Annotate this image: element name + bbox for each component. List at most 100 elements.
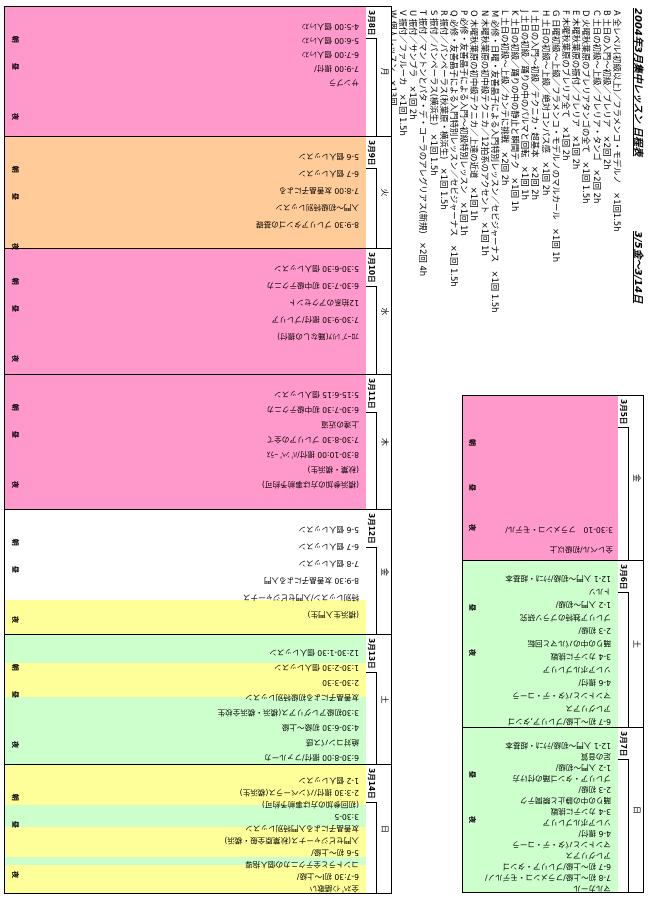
date-label: 3月6日: [617, 561, 629, 594]
legend-list: A 全レベル(初級以上)／フラメンコ・モデルノ ×1回1.5h B 土日の入門～初…: [388, 6, 622, 386]
lesson-line: 5-6:00 個人ﾚｯｽﾝ: [301, 36, 359, 45]
lesson-line: アレグリアス: [565, 704, 611, 713]
lesson-line: サンブラ: [328, 78, 359, 87]
lesson-line: 8:30-10:00 振付/ﾊﾟﾝﾍﾟｰﾗｽ: [266, 450, 359, 459]
time-mark: 昼: [11, 691, 19, 698]
date-label: 3月13日: [365, 635, 377, 673]
lesson-line: アレグリアス: [565, 851, 611, 860]
legend-item: U 振付／サンブラ ×1回 2h: [408, 10, 419, 120]
lesson-line: 6:30-8:00 振付/ファルーカ: [264, 753, 359, 762]
lesson-line: 特別レッスン/入門セビジャーナス: [242, 593, 359, 602]
schedule-block: [463, 396, 618, 560]
lesson-line: ﾌﾛｰﾌﾞﾚﾘｱ(踊なしの振付): [277, 332, 359, 341]
week2-thursday: 木 3月11日 5:15-6:15 個人レッスン 6:30-7:30 初中級テクニ…: [5, 375, 391, 510]
lesson-line: 8-9:30 友善晶子による入門: [263, 576, 359, 585]
lesson-line: 6-7 個人レッスン: [298, 169, 359, 178]
week1-table: 金 3月5日 朝 昼 夜 3:30-10 フラメンコ・モデル/ 全レベル/初級以…: [462, 395, 644, 893]
lesson-line: 2:30-3:30: [322, 678, 359, 687]
time-mark: 朝: [11, 403, 19, 411]
time-mark: 夜: [11, 871, 19, 878]
time-mark: 昼: [468, 771, 476, 778]
day-header: 水: [376, 249, 391, 374]
document-title: 2004年3月集中レッスン 日程表: [632, 8, 643, 157]
lesson-line: ブレリア・タンゴ踊の付け方: [512, 774, 611, 783]
date-label: 3月8日: [365, 7, 377, 40]
lesson-line: 5:15-6:15 個人レッスン: [274, 390, 359, 399]
time-mark: 昼: [11, 305, 19, 312]
time-mark: 昼: [11, 566, 19, 573]
legend-item: E 木曜秋葉原の振付／ブレリア ×1回 2h: [571, 10, 582, 170]
lesson-line: 入門～初級特別レッスン: [275, 203, 359, 212]
day-header: 火: [376, 137, 391, 248]
legend-item: K 土日の初級／踊りの中の静止と瞬間テク ×1回 1h: [510, 10, 521, 212]
week1-saturday: 土 3月6日 昼 夜 12-1 入門～初級/ﾃｸﾆｶ・超基本 トルソ 1-2 入門～…: [463, 561, 643, 728]
date-label: 3月12日: [365, 510, 377, 548]
lesson-line: 絶対コンパス感: [305, 738, 359, 747]
date-label: 3月11日: [365, 375, 377, 413]
week2-wednesday: 水 3月10日 5:30-6:30 個人レッスン 6:30-7:30 初中級テクニ…: [5, 249, 391, 375]
legend-item: L 土日の初級～上級／カンテに挑戦 ×2回 2h: [499, 10, 510, 186]
date-label: 3月10日: [365, 249, 377, 287]
time-mark: 夜: [468, 649, 476, 656]
legend-item: Q 必修・友善晶子による入門特別レッスン／セビジャーナス ×1回 1.5h: [449, 10, 459, 287]
lesson-line: 3:30初級アレグリアス(横浜・横浜全校生: [217, 708, 359, 717]
legend-item: M 必修・日曜・友善晶子による入門特別レッスン／セビジャーナス ×1回 1.5h: [489, 10, 500, 313]
day-header: 木: [376, 375, 391, 509]
date-label: 3月9日: [365, 137, 377, 170]
lesson-line: 3-4 カンテに挑戦: [550, 652, 611, 661]
legend-item: R 振付／パンペーラス(秋葉原・横浜生) ×1回 1.5h: [438, 10, 449, 210]
time-mark: 昼: [11, 431, 19, 438]
lesson-line: 1:30-2:30 個人レッスン: [274, 663, 359, 672]
lesson-line: 全レベル/初級以上: [549, 545, 613, 554]
day-header: 月: [376, 7, 391, 136]
week1-sunday: 日 3月7日 昼 夜 12-1 入門～初級/ﾃｸﾆｶ・超基本 足の音質 1-2 入門…: [463, 728, 643, 893]
time-mark: 夜: [11, 243, 19, 250]
lesson-line: 6-7 初～上級/ブレリア・タンゴ: [502, 862, 612, 871]
date-label: 3月14日: [365, 765, 377, 803]
lesson-line: 7:30-8:30 ブレリアの全て: [266, 435, 359, 444]
lesson-line: 7-9:00 振付/: [314, 64, 359, 73]
lesson-line: 入門セビジャーナス(秋葉原全般・横浜): [224, 836, 359, 845]
lesson-line: 足の音質: [580, 752, 611, 761]
legend-item: F 木曜秋葉原のブレリア全て ×1回 2h: [561, 10, 572, 161]
lesson-line: 7:30-9:30 振付/ブレリア: [271, 315, 359, 324]
legend-item: T 振付／マントンとパタ・デ・コーラのアレグリアス(新規) ×2回 4h: [418, 10, 429, 277]
lesson-line: マントンとパタ・デ・コーラ: [512, 840, 611, 849]
lesson-line: 友善晶子による初級特別レッスン: [245, 693, 359, 702]
lesson-line: 5-6 個人レッスン: [298, 152, 359, 161]
lesson-line: (初回参加の方は事前予約可): [261, 800, 359, 809]
legend-item: A 全レベル(初級以上)／フラメンコ・モデルノ ×1回1.5h: [612, 10, 622, 232]
lesson-line: 5:30-6:30 個人レッスン: [274, 264, 359, 273]
week1-friday: 金 3月5日 朝 昼 夜 3:30-10 フラメンコ・モデル/ 全レベル/初級以…: [463, 396, 643, 561]
time-mark: 朝: [468, 439, 476, 446]
legend-item: J 土日の初級／踊りの中のパルマと回転 ×1回 1h: [520, 10, 531, 200]
lesson-line: 7-8:00 友善晶子による: [279, 186, 359, 195]
lesson-line: 1-2 個人レッスン: [298, 776, 359, 785]
lesson-line: 友善晶子による入門特別レッスン: [245, 824, 359, 833]
lesson-line: (秋葉・横浜生): [307, 465, 360, 474]
lesson-line: 4-6 振付/: [578, 678, 611, 687]
week2-friday: 金 3月12日 5-6 個人レッスン 6-7 個人レッスン 7-8 個人レッスン 8-…: [5, 510, 391, 635]
time-mark: 夜: [11, 741, 19, 748]
date-label: 3月5日: [617, 396, 629, 429]
lesson-line: マントンとパタ・デ・コーラ: [512, 691, 611, 700]
lesson-line: 12-1 入門～初級/ﾃｸﾆｶ・超基本: [505, 574, 611, 583]
lesson-line: 6-7 初～上級/ブレリア,タンゴ: [507, 717, 611, 726]
day-header: 土: [376, 635, 391, 764]
time-mark: 夜: [11, 355, 19, 362]
legend-item: G 日曜初級～上級／フラメンコ・モデルノのマルカール ×1回 1h: [550, 10, 561, 263]
date-range: 3/5金～3/14日: [632, 231, 643, 304]
time-mark: 昼: [11, 193, 19, 200]
lesson-line: 6-7:30 初Ⅰ～上級/: [296, 872, 359, 881]
lesson-line: 7-8 初～上級/フラメンコ・モデルノ/: [484, 873, 611, 882]
time-mark: 夜: [468, 816, 476, 823]
lesson-line: 4-5:00 個人ﾚｯｽﾝ: [301, 22, 359, 31]
lesson-line: ブレリア独特のブラソ研究: [519, 613, 611, 622]
lesson-line: ソレアボルブレリア: [542, 665, 611, 674]
lesson-line: 踊りの中のパルマと回転: [527, 639, 611, 648]
time-mark: 夜: [11, 616, 19, 623]
legend-item: H 土日の初級～上級／絶対コンパス感 ×1回 2h: [540, 10, 551, 196]
lesson-line: 12:30-1:30 個人レッスン: [269, 648, 359, 657]
lesson-line: (横浜生入門生): [307, 610, 360, 619]
course-legend: 2004年3月集中レッスン 日程表 3/5金～3/14日 A 全レベル(初級以上…: [388, 6, 643, 386]
